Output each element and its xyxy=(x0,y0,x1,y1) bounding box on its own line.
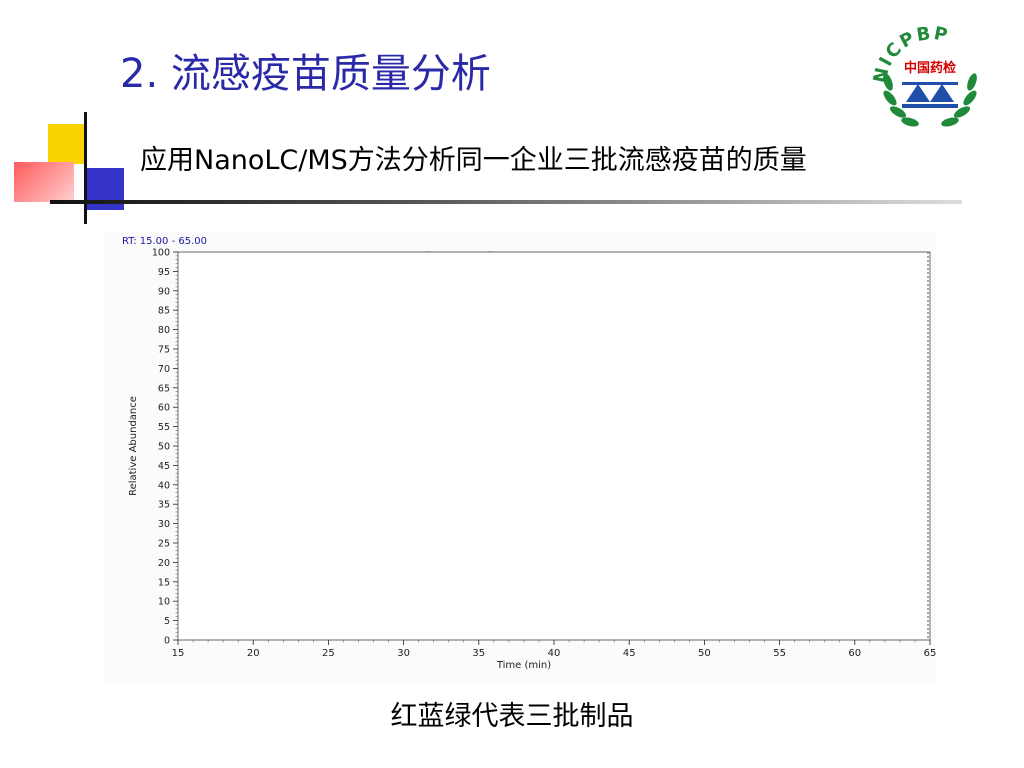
balance-scale-icon xyxy=(902,82,958,108)
chart-caption: 红蓝绿代表三批制品 xyxy=(390,701,634,732)
y-tick-label: 75 xyxy=(158,345,170,356)
chromatogram-chart: 0 5 10 15 20 25 30 35 40 45 50 55 60 65 70 75 80 85 90 95 10… xyxy=(104,232,936,684)
x-tick-label: 55 xyxy=(773,648,786,659)
nicpbp-logo: NICPBP 中国药检 xyxy=(872,23,977,127)
y-tick-label: 50 xyxy=(158,442,170,453)
x-tick-label: 35 xyxy=(472,648,485,659)
y-axis-label: Relative Abundance xyxy=(128,396,139,496)
decor-red-square xyxy=(14,162,74,202)
x-tick-label: 25 xyxy=(322,648,335,659)
y-tick-label: 100 xyxy=(152,248,170,259)
y-tick-label: 35 xyxy=(158,500,170,511)
x-tick-label: 50 xyxy=(698,648,711,659)
y-tick-label: 5 xyxy=(164,616,170,627)
y-tick-label: 0 xyxy=(164,636,170,647)
plot-frame xyxy=(177,251,931,641)
y-tick-label: 10 xyxy=(158,597,170,608)
chromatogram-svg: 0 5 10 15 20 25 30 35 40 45 50 55 60 65 70 75 80 85 90 95 10… xyxy=(122,236,937,671)
decor-horizontal-line xyxy=(50,200,962,204)
x-tick-label: 15 xyxy=(172,648,185,659)
y-tick-label: 80 xyxy=(158,325,170,336)
decor-vertical-line xyxy=(84,112,87,224)
laurel-left-icon xyxy=(883,73,919,127)
x-tick-label: 45 xyxy=(623,648,636,659)
slide-subtitle: 应用NanoLC/MS方法分析同一企业三批流感疫苗的质量 xyxy=(140,145,807,176)
logo-center-text: 中国药检 xyxy=(904,60,956,76)
x-tick-label: 60 xyxy=(848,648,861,659)
y-tick-label: 55 xyxy=(158,422,170,433)
x-tick-label: 30 xyxy=(397,648,410,659)
y-tick-label: 95 xyxy=(158,267,170,278)
y-tick-label: 15 xyxy=(158,577,170,588)
y-tick-label: 40 xyxy=(158,480,170,491)
y-tick-label: 30 xyxy=(158,519,170,530)
y-tick-label: 20 xyxy=(158,558,170,569)
x-tick-label: 40 xyxy=(548,648,561,659)
rt-range-label: RT: 15.00 - 65.00 xyxy=(122,236,207,247)
axis-layer: 0 5 10 15 20 25 30 35 40 45 50 55 60 65 70 75 80 85 90 95 10… xyxy=(152,248,937,660)
x-tick-label: 65 xyxy=(924,648,936,659)
slide-title: 2. 流感疫苗质量分析 xyxy=(120,51,491,97)
x-axis-label: Time (min) xyxy=(496,660,551,671)
x-tick-label: 20 xyxy=(247,648,260,659)
laurel-right-icon xyxy=(941,73,977,127)
y-tick-label: 65 xyxy=(158,383,170,394)
y-tick-label: 70 xyxy=(158,364,170,375)
y-tick-label: 90 xyxy=(158,286,170,297)
y-tick-label: 45 xyxy=(158,461,170,472)
decor-yellow-square xyxy=(48,124,86,164)
y-tick-label: 25 xyxy=(158,539,170,550)
y-tick-label: 60 xyxy=(158,403,170,414)
y-tick-label: 85 xyxy=(158,306,170,317)
